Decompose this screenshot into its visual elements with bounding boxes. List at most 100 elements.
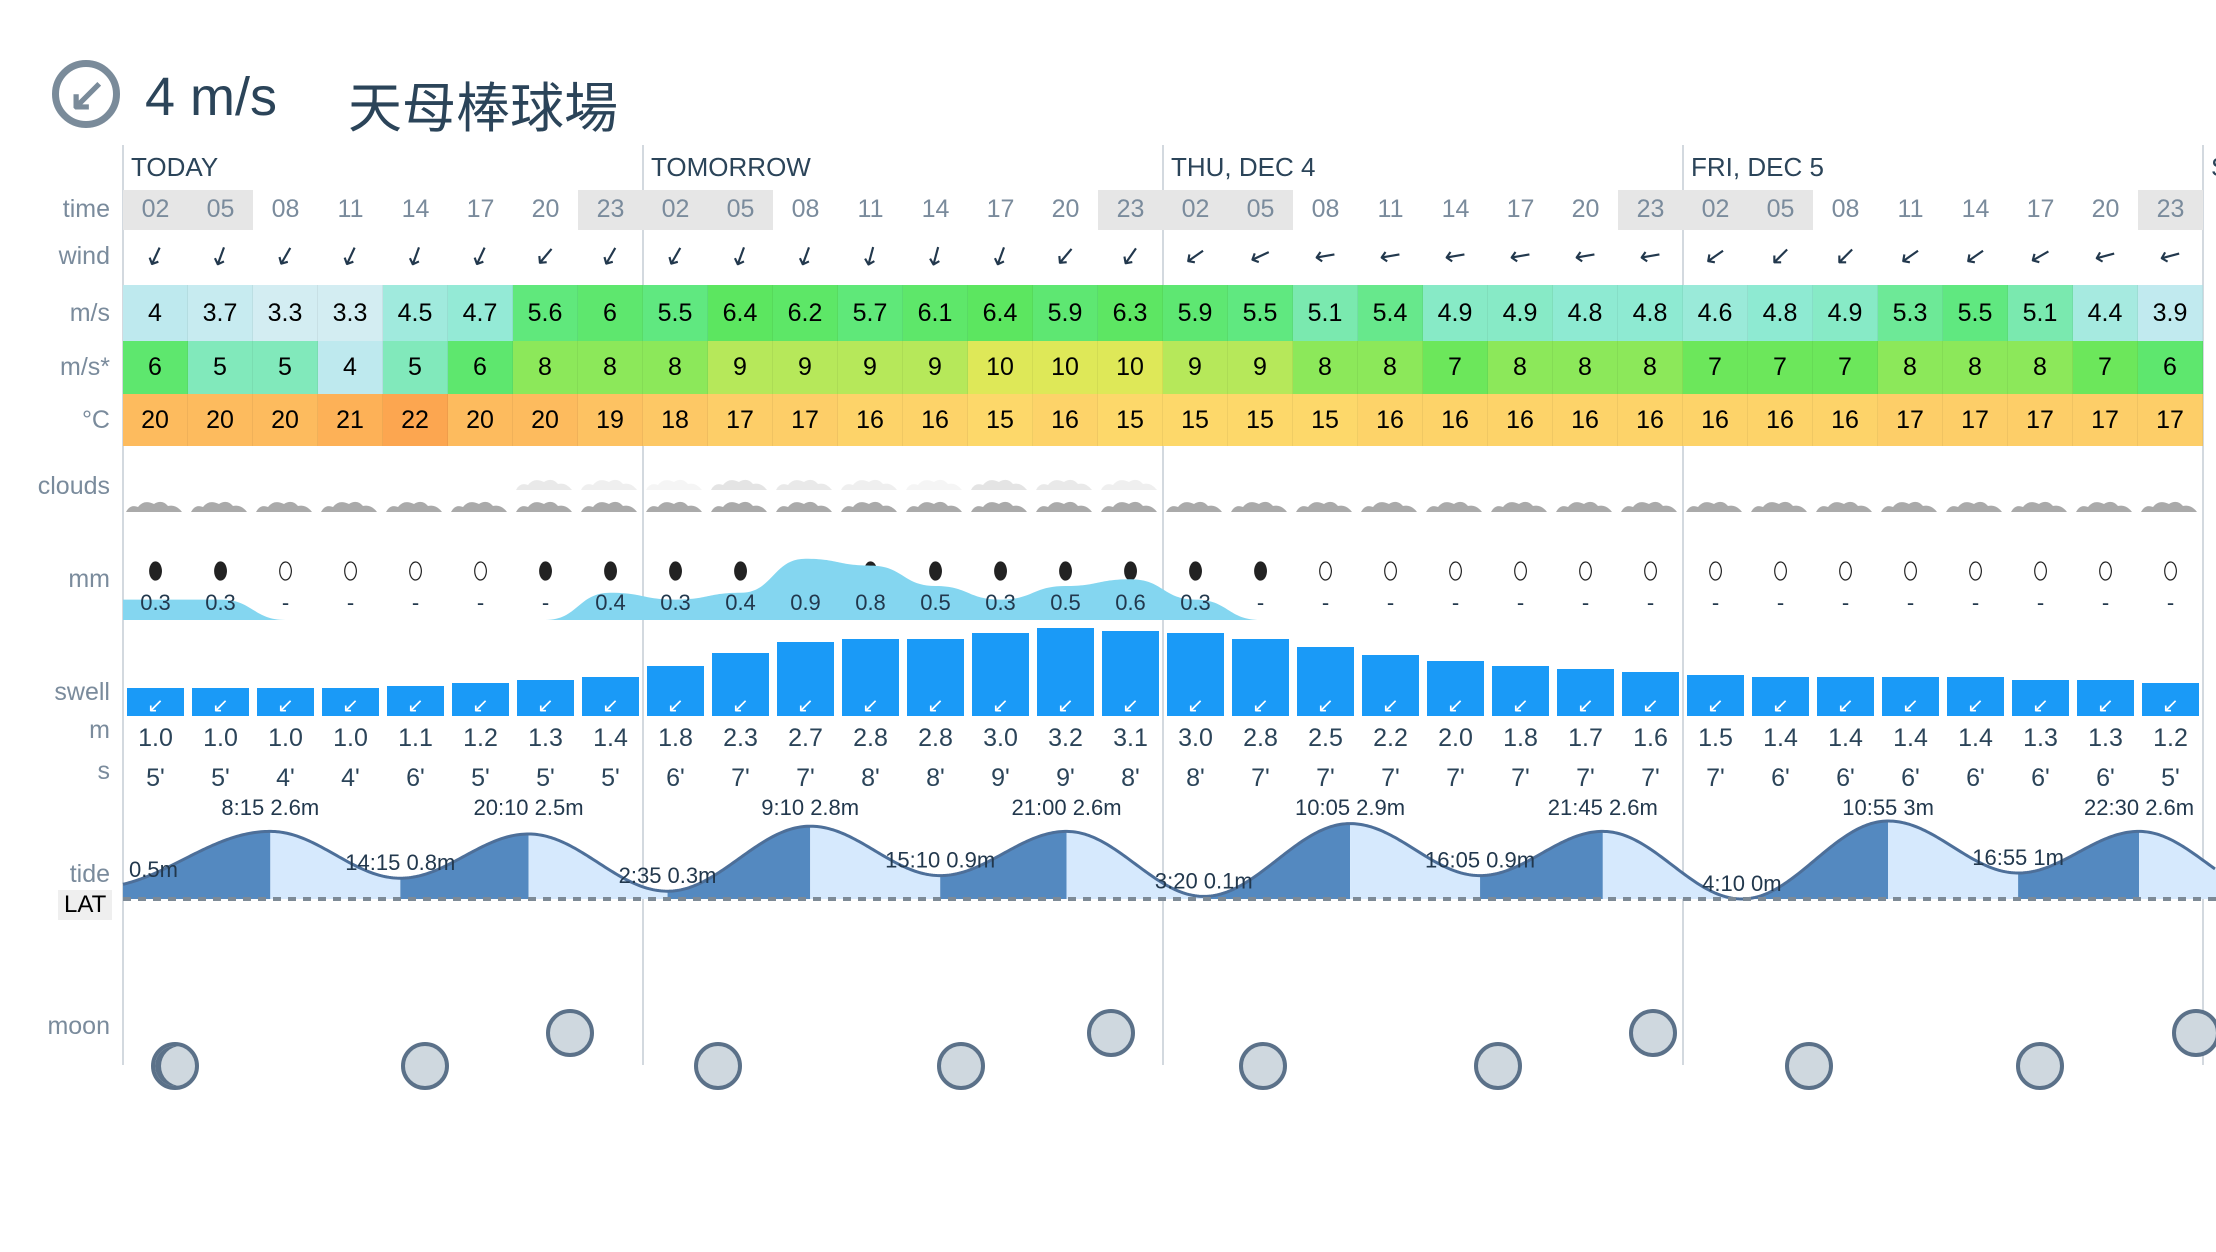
cloud-icon — [451, 501, 507, 512]
wind-speed-cell: 4 — [123, 285, 188, 341]
swell-period: 6' — [2096, 764, 2115, 792]
time-cell: 17 — [1506, 195, 1535, 223]
rain-drop-icon: ⬮ — [1383, 557, 1398, 583]
rain-drop-icon: ⬮ — [1513, 557, 1528, 583]
swell-height: 2.7 — [788, 724, 823, 752]
wind-speed-cell: 5.1 — [2008, 285, 2073, 341]
cloud-icon — [1751, 501, 1807, 512]
rain-amount: 0.3 — [1180, 590, 1211, 615]
cloud-icon — [1946, 501, 2002, 512]
swell-bar — [387, 686, 444, 716]
temperature-cell: 17 — [2008, 394, 2073, 446]
wind-speed-cell: 6 — [578, 285, 643, 341]
wind-gust-cell: 8 — [1618, 341, 1683, 394]
cloud-icon — [1816, 501, 1872, 512]
swell-period: 6' — [1771, 764, 1790, 792]
current-wind-speed: 4 m/s — [145, 67, 278, 127]
swell-period: 7' — [1251, 764, 1270, 792]
temperature-cell: 22 — [383, 394, 448, 446]
swell-bar — [1947, 677, 2004, 716]
temperature-cell: 17 — [1878, 394, 1943, 446]
temperature-cell: 16 — [1748, 394, 1813, 446]
swell-period: 7' — [796, 764, 815, 792]
swell-direction-arrow-icon: ↙ — [1252, 693, 1269, 717]
swell-bar — [1362, 655, 1419, 716]
time-cell: 05 — [206, 195, 235, 223]
swell-height: 1.4 — [1763, 724, 1798, 752]
swell-height: 3.1 — [1113, 724, 1148, 752]
time-cell: 02 — [1701, 195, 1730, 223]
rain-drop-icon: ⬮ — [928, 557, 943, 583]
wind-speed-cell: 4.6 — [1683, 285, 1748, 341]
cloud-icon — [646, 479, 702, 490]
rain-amount: - — [1906, 590, 1915, 615]
rain-drop-icon: ⬮ — [1773, 557, 1788, 583]
row-label-swell-period: s — [97, 757, 111, 785]
cloud-icon — [386, 501, 442, 512]
cloud-icon — [1166, 501, 1222, 512]
cloud-icon — [711, 501, 767, 512]
tide-rising-area — [400, 834, 529, 899]
swell-bar — [1492, 666, 1549, 716]
moon-phase-icon — [151, 1042, 199, 1090]
wind-gust-cell: 9 — [708, 341, 773, 394]
tide-rising-area — [1480, 831, 1603, 899]
swell-bar — [1687, 675, 1744, 716]
swell-bar — [1232, 639, 1289, 716]
wind-speed-cell: 5.4 — [1358, 285, 1423, 341]
swell-period: 4' — [341, 764, 360, 792]
row-label-rain: mm — [68, 565, 110, 593]
rain-amount: 0.9 — [790, 590, 821, 615]
time-highlight — [643, 190, 708, 230]
temperature-cell: 20 — [513, 394, 578, 446]
wind-gust-cell: 8 — [1553, 341, 1618, 394]
temperature-cell: 16 — [1683, 394, 1748, 446]
tide-curve — [122, 819, 2216, 901]
swell-period: 7' — [1316, 764, 1335, 792]
swell-height: 1.8 — [658, 724, 693, 752]
cloud-icon — [841, 501, 897, 512]
tide-extreme-label: 2:35 0.3m — [619, 863, 717, 888]
rain-amount: - — [2036, 590, 2045, 615]
rain-amount: - — [476, 590, 485, 615]
row-label-tide: tide — [69, 860, 110, 888]
swell-height: 2.8 — [918, 724, 953, 752]
time-cell: 17 — [466, 195, 495, 223]
cloud-icon — [1231, 501, 1287, 512]
wind-gust-cell: 8 — [513, 341, 578, 394]
tide-extreme-label: 21:00 2.6m — [1012, 795, 1122, 820]
time-highlight — [1748, 190, 1813, 230]
swell-bar — [1297, 647, 1354, 716]
wind-gust-cell: 5 — [383, 341, 448, 394]
cloud-icon — [321, 501, 377, 512]
swell-direction-arrow-icon: ↙ — [1057, 693, 1074, 717]
swell-direction-arrow-icon: ↙ — [147, 693, 164, 717]
rain-amount: - — [1451, 590, 1460, 615]
time-highlight — [2138, 190, 2203, 230]
row-label-wind: wind — [58, 242, 110, 270]
rain-drop-icon: ⬮ — [1968, 557, 1983, 583]
wind-speed-cell: 5.3 — [1878, 285, 1943, 341]
swell-bar — [1817, 677, 1874, 716]
wind-arrow-icon: ↙ — [1834, 240, 1857, 270]
tide-rising-area — [123, 831, 271, 899]
tide-extreme-label: 8:15 2.6m — [221, 795, 319, 820]
temperature-cell: 16 — [1488, 394, 1553, 446]
swell-bar — [257, 688, 314, 716]
swell-height: 1.0 — [333, 724, 368, 752]
wind-speed-cell: 5.6 — [513, 285, 578, 341]
swell-direction-arrow-icon: ↙ — [1902, 693, 1919, 717]
rain-drop-icon: ⬮ — [1448, 557, 1463, 583]
temperature-cell: 21 — [318, 394, 383, 446]
time-cell: 20 — [2091, 195, 2120, 223]
time-cell: 14 — [921, 195, 950, 223]
row-label-gust: m/s* — [60, 353, 110, 381]
temperature-cell: 17 — [773, 394, 838, 446]
swell-direction-arrow-icon: ↙ — [342, 693, 359, 717]
swell-bar — [1752, 677, 1809, 716]
wind-gust-cell: 8 — [1943, 341, 2008, 394]
wind-gust-cell: 6 — [448, 341, 513, 394]
rain-drop-icon: ⬮ — [993, 557, 1008, 583]
wind-speed-cell: 4.8 — [1618, 285, 1683, 341]
moon-phase-icon — [1087, 1009, 1135, 1057]
